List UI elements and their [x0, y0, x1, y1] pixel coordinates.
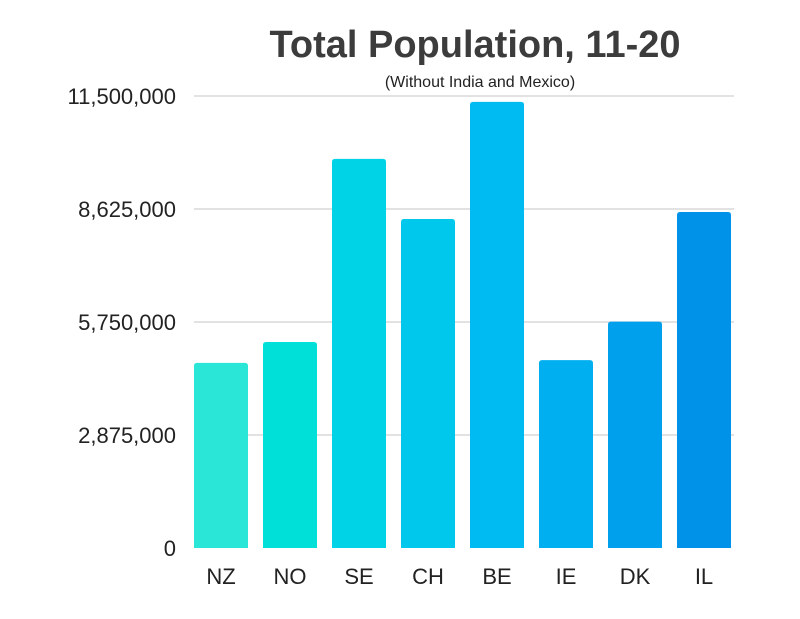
- y-tick-label: 11,500,000: [68, 84, 176, 109]
- y-tick-label: 2,875,000: [78, 423, 176, 448]
- bar-ie: [539, 360, 593, 548]
- chart-subtitle: (Without India and Mexico): [384, 74, 576, 91]
- x-tick-label: BE: [482, 564, 511, 589]
- x-tick-label: NZ: [206, 564, 235, 589]
- bar-no: [263, 342, 317, 548]
- x-tick-label: SE: [344, 564, 373, 589]
- x-tick-label: IE: [556, 564, 577, 589]
- bar-se: [332, 158, 386, 548]
- x-tick-label: DK: [620, 564, 651, 589]
- bar-dk: [608, 321, 662, 548]
- chart-title: Total Population, 11-20: [269, 24, 681, 66]
- bar-ch: [401, 219, 455, 548]
- x-tick-label: IL: [695, 564, 713, 589]
- bar-nz: [194, 362, 248, 548]
- bar-be: [470, 101, 524, 548]
- y-tick-label: 0: [164, 536, 176, 561]
- y-tick-label: 5,750,000: [78, 310, 176, 335]
- y-tick-label: 8,625,000: [78, 197, 176, 222]
- x-tick-label: NO: [274, 564, 307, 589]
- x-tick-label: CH: [412, 564, 444, 589]
- bar-il: [677, 211, 731, 549]
